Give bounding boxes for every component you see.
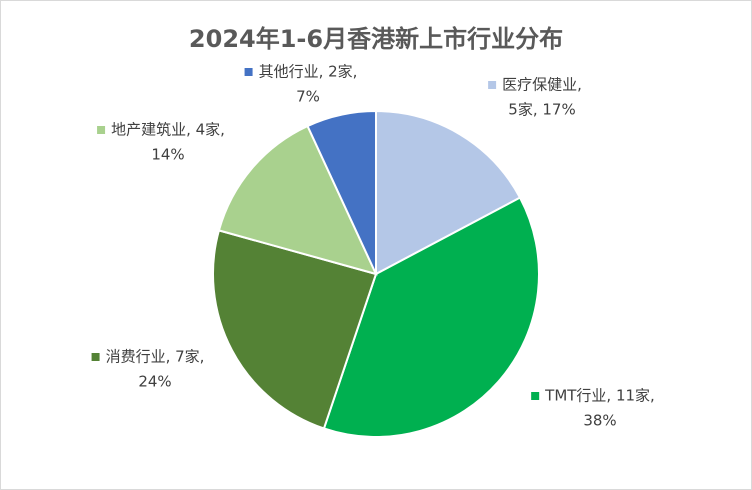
pie-slice: [306, 109, 377, 275]
pie-slice: [375, 109, 522, 276]
label-key: [91, 353, 100, 361]
data-label-line: 其他行业, 2家,: [259, 63, 358, 81]
data-label-line: 38%: [583, 412, 616, 430]
label-key: [488, 81, 497, 89]
pie-slice: [217, 124, 378, 276]
data-label-line: 5家, 17%: [508, 101, 575, 119]
data-label-line: 地产建筑业, 4家,: [111, 121, 225, 139]
data-label: 其他行业, 2家, 7%: [259, 63, 358, 106]
data-label-line: 24%: [138, 373, 171, 391]
label-key: [531, 392, 540, 400]
data-label: TMT行业, 11家, 38%: [544, 387, 655, 430]
data-label: 地产建筑业, 4家, 14%: [111, 121, 225, 164]
data-label-line: 医疗保健业,: [502, 76, 582, 94]
label-key: [97, 126, 106, 134]
data-label-line: 7%: [296, 88, 320, 106]
label-key: [244, 68, 253, 76]
pie-slice: [212, 229, 378, 430]
data-label-line: 消费行业, 7家,: [106, 348, 205, 366]
data-label: 消费行业, 7家, 24%: [106, 348, 205, 391]
data-label: 医疗保健业, 5家, 17%: [502, 76, 582, 119]
pie-slice: [322, 196, 540, 438]
chart-title: 2024年1-6月香港新上市行业分布: [189, 25, 563, 53]
data-label-line: 14%: [151, 146, 184, 164]
data-label-line: TMT行业, 11家,: [544, 387, 655, 405]
